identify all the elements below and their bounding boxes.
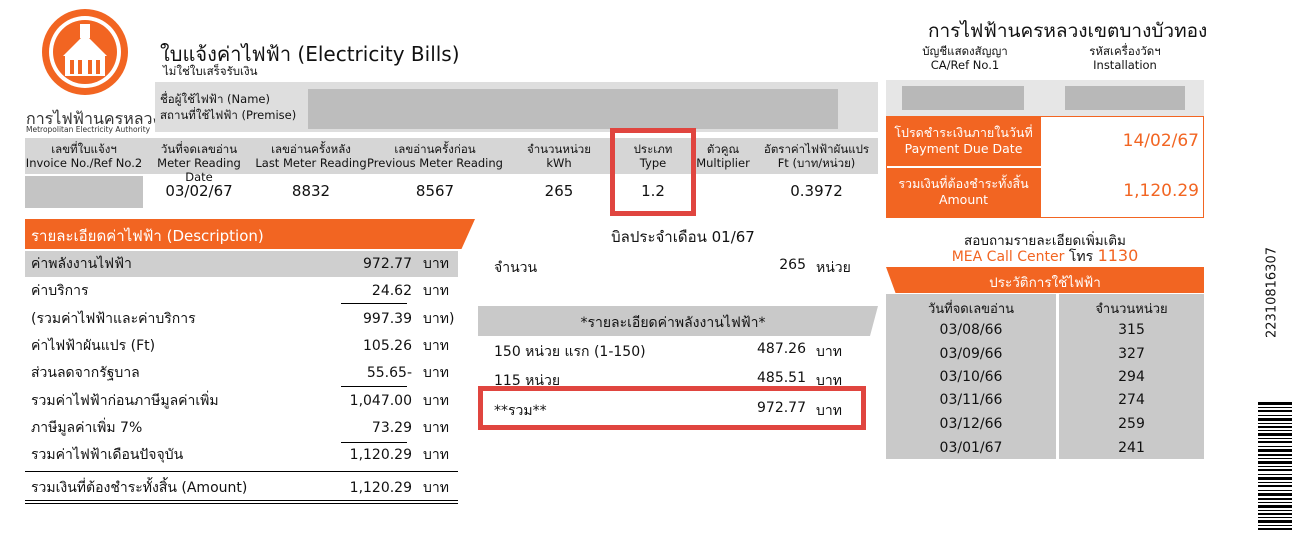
page-subtitle: ไม่ใช่ใบเสร็จรับเงิน <box>163 64 258 78</box>
meter-table-header <box>25 138 878 174</box>
type-highlight-box <box>610 128 696 216</box>
invoice-redacted <box>25 176 143 208</box>
bill-month-title: บิลประจำเดือน 01/67 <box>611 228 755 246</box>
tier-2-value: 485.51 <box>757 370 806 386</box>
tier-1-label: 150 หน่วย แรก (1-150) <box>494 344 646 360</box>
install-label: รหัสเครื่องวัดฯ Installation <box>1089 44 1161 72</box>
history-table-bg <box>886 294 1204 459</box>
table-row: (รวมค่าไฟฟ้าและค่าบริการ 997.39 บาท) <box>31 311 455 327</box>
due-date-label: โปรดชำระเงินภายในวันที่ Payment Due Date <box>886 116 1041 166</box>
table-row: ค่าพลังงานไฟฟ้า 972.77 บาท <box>31 256 449 272</box>
table-row: ส่วนลดจากรัฐบาล 55.65- บาท <box>31 365 449 381</box>
divider-total <box>25 471 458 472</box>
col-multiplier: ตัวคูณ Multiplier <box>696 142 750 170</box>
barcode-icon <box>1258 402 1292 530</box>
table-row: ภาษีมูลค่าเพิ่ม 7% 73.29 บาท <box>31 420 449 436</box>
list-item: 03/08/66 315 <box>939 322 1145 338</box>
units-unit: หน่วย <box>816 260 851 276</box>
col-invoice: เลขที่ใบแจ้งฯ Invoice No./Ref No.2 <box>25 142 143 170</box>
premise-label: สถานที่ใช้ไฟฟ้า (Premise) <box>160 108 297 122</box>
previous-reading-value: 8567 <box>415 182 455 200</box>
energy-sum-value: 972.77 <box>757 400 806 416</box>
install-redacted <box>1065 86 1185 110</box>
tier-1-unit: บาท <box>816 344 842 360</box>
description-header <box>25 219 475 249</box>
underline-service <box>341 303 407 304</box>
inquiry-text: สอบถามรายละเอียดเพิ่มเติม <box>964 233 1126 249</box>
mea-logo: 1 <box>30 6 150 106</box>
energy-row-bg <box>25 251 458 277</box>
last-reading-value: 8832 <box>291 182 331 200</box>
underline-vat <box>341 442 407 443</box>
list-item: 03/09/66 327 <box>939 346 1145 362</box>
phone-prefix: โทร <box>1068 249 1094 265</box>
col-last-reading: เลขอ่านครั้งหลัง Last Meter Reading <box>255 142 367 170</box>
logo-number: 1 <box>92 20 99 33</box>
table-row: รวมค่าไฟฟ้าก่อนภาษีมูลค่าเพิ่ม 1,047.00 … <box>31 393 449 409</box>
amount-value: 1,120.29 <box>1123 181 1199 201</box>
call-center-label: MEA Call Center <box>951 249 1065 265</box>
double-line-2 <box>25 503 458 504</box>
energy-sum-label: **รวม** <box>494 403 547 419</box>
col-kwh: จำนวนหน่วย kWh <box>526 142 591 170</box>
table-row: ค่าบริการ 24.62 บาท <box>31 283 449 299</box>
ca-redacted <box>902 86 1024 110</box>
list-item: 03/12/66 259 <box>939 416 1145 432</box>
energy-detail-header <box>478 306 878 336</box>
tier-2-label: 115 หน่วย <box>494 373 561 389</box>
ft-value: 0.3972 <box>790 182 843 200</box>
call-center-line: MEA Call Center โทร 1130 <box>886 246 1204 268</box>
units-label: จำนวน <box>494 260 538 276</box>
list-item: 03/11/66 274 <box>939 392 1145 408</box>
branch-name: การไฟฟ้านครหลวงเขตบางบัวทอง <box>928 20 1208 42</box>
col-reading-date: วันที่จดเลขอ่าน Meter Reading Date <box>157 142 241 184</box>
history-col-date: วันที่จดเลขอ่าน <box>927 302 1015 317</box>
history-header <box>886 267 1204 293</box>
total-row: รวมเงินที่ต้องชำระทั้งสิ้น (Amount) 1,12… <box>31 480 449 496</box>
sum-highlight-box <box>478 386 866 430</box>
history-col-divider <box>1056 294 1059 459</box>
list-item: 03/10/66 294 <box>939 369 1145 385</box>
barcode-number: 22310816307 <box>1264 247 1280 338</box>
list-item: 03/01/67 241 <box>939 440 1145 456</box>
table-row: ค่าไฟฟ้าผันแปร (Ft) 105.26 บาท <box>31 338 449 354</box>
ca-label: บัญชีแสดงสัญญา CA/Ref No.1 <box>922 44 1008 72</box>
tier-2-unit: บาท <box>816 373 842 389</box>
amount-label: รวมเงินที่ต้องชำระทั้งสิ้น Amount <box>886 168 1041 218</box>
kwh-value: 265 <box>544 182 574 200</box>
col-ft: อัตราค่าไฟฟ้าผันแปร Ft (บาท/หน่วย) <box>763 142 870 170</box>
name-redacted <box>308 89 838 129</box>
energy-detail-title: *รายละเอียดค่าพลังงานไฟฟ้า* <box>580 315 766 331</box>
tier-1-value: 487.26 <box>757 341 806 357</box>
col-type: ประเภท Type <box>633 142 673 170</box>
name-label: ชื่อผู้ใช้ไฟฟ้า (Name) <box>160 92 270 106</box>
units-value: 265 <box>779 257 806 273</box>
history-title: ประวัติการใช้ไฟฟ้า <box>989 275 1101 291</box>
reading-date-value: 03/02/67 <box>165 182 233 200</box>
table-row: รวมค่าไฟฟ้าเดือนปัจจุบัน 1,120.29 บาท <box>31 447 449 463</box>
payment-box <box>886 116 1204 218</box>
col-previous-reading: เลขอ่านครั้งก่อน Previous Meter Reading <box>367 142 503 170</box>
type-value: 1.2 <box>641 182 665 200</box>
history-col-units: จำนวนหน่วย <box>1095 302 1168 317</box>
energy-sum-unit: บาท <box>816 403 842 419</box>
org-name-en: Metropolitan Electricity Authority <box>26 125 151 134</box>
phone-number: 1130 <box>1097 246 1139 265</box>
org-name-th: การไฟฟ้านครหลวง <box>26 109 161 128</box>
due-date-value: 14/02/67 <box>1122 131 1199 151</box>
underline-discount <box>341 386 407 387</box>
double-line-1 <box>25 500 458 501</box>
description-title: รายละเอียดค่าไฟฟ้า (Description) <box>31 227 264 245</box>
page-title: ใบแจ้งค่าไฟฟ้า (Electricity Bills) <box>160 42 460 66</box>
